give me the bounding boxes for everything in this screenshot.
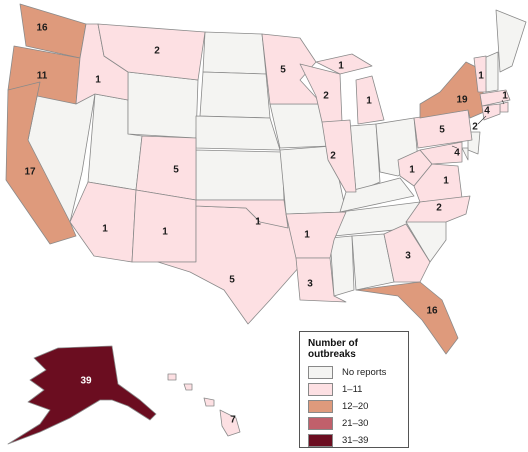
state-hi-maui xyxy=(203,397,215,407)
state-me xyxy=(495,9,527,73)
state-ok xyxy=(195,199,289,229)
leader-ri xyxy=(501,99,505,105)
state-wy xyxy=(127,71,199,139)
state-ct xyxy=(481,103,501,121)
state-ms xyxy=(329,235,355,297)
count-hi: 7 xyxy=(230,415,236,426)
state-nc xyxy=(405,195,471,223)
state-hi-big xyxy=(219,409,241,437)
state-sd xyxy=(199,71,271,119)
count-ma: 4 xyxy=(484,106,490,117)
state-co xyxy=(135,135,197,201)
legend-item: 12–20 xyxy=(308,398,408,415)
count-co: 5 xyxy=(173,165,179,176)
leader-ct xyxy=(477,115,487,125)
count-pa: 5 xyxy=(439,125,445,136)
count-ar: 1 xyxy=(304,230,310,241)
count-tx: 5 xyxy=(229,275,235,286)
legend-swatch xyxy=(308,383,333,396)
state-mi xyxy=(355,75,385,125)
legend-item: 31–39 xyxy=(308,432,408,449)
legend-label: 21–30 xyxy=(342,418,369,429)
outbreak-count-labels: 16 11 17 1 2 5 1 1 5 1 1 3 5 2 1 1 2 1 1… xyxy=(24,23,508,426)
count-mi-up: 1 xyxy=(338,61,344,72)
legend-label: 31–39 xyxy=(342,435,369,446)
legend-swatch xyxy=(308,434,333,447)
count-wa: 16 xyxy=(36,23,48,34)
count-ct: 2 xyxy=(472,122,478,133)
reporting-states xyxy=(5,3,511,445)
legend-label: 12–20 xyxy=(342,401,369,412)
count-ak: 39 xyxy=(80,376,92,387)
legend-item: 21–30 xyxy=(308,415,408,432)
count-ok: 1 xyxy=(255,217,261,228)
state-az xyxy=(69,181,137,263)
count-ri: 1 xyxy=(502,91,508,102)
state-de xyxy=(461,147,469,161)
legend-item: 1–11 xyxy=(308,381,408,398)
count-la: 3 xyxy=(307,279,313,290)
state-ma xyxy=(479,89,511,107)
state-il xyxy=(321,119,357,193)
state-mi-up xyxy=(315,53,373,75)
legend-swatch xyxy=(308,417,333,430)
state-ga xyxy=(383,223,431,283)
count-wv: 1 xyxy=(409,165,415,176)
state-md xyxy=(419,141,463,165)
count-wi: 2 xyxy=(323,91,329,102)
count-mi: 1 xyxy=(366,96,372,107)
state-mn xyxy=(261,33,323,105)
state-ky xyxy=(339,177,415,213)
legend-item: No reports xyxy=(308,364,408,381)
count-va: 1 xyxy=(443,176,449,187)
count-ga: 3 xyxy=(405,251,411,262)
count-mt: 2 xyxy=(154,46,160,57)
count-nm: 1 xyxy=(162,227,168,238)
count-md: 4 xyxy=(454,148,460,159)
count-id: 1 xyxy=(95,75,101,86)
count-nc: 2 xyxy=(436,203,442,214)
state-va xyxy=(413,163,463,203)
count-il: 2 xyxy=(330,151,336,162)
legend-label: No reports xyxy=(342,367,387,378)
state-ar xyxy=(285,211,347,259)
count-mn: 5 xyxy=(280,65,286,76)
legend-title: Number of outbreaks xyxy=(308,338,358,360)
state-la xyxy=(295,257,347,303)
count-or: 11 xyxy=(37,71,48,82)
legend-swatch xyxy=(308,400,333,413)
state-fl xyxy=(355,281,459,355)
state-ne xyxy=(195,115,281,151)
state-ca xyxy=(5,81,77,245)
legend-label: 1–11 xyxy=(342,384,363,395)
state-mt xyxy=(97,23,206,81)
count-fl: 16 xyxy=(426,306,438,317)
state-ks xyxy=(195,149,285,201)
state-ny xyxy=(419,61,485,119)
leader-md xyxy=(451,145,458,149)
count-ny: 19 xyxy=(456,95,468,106)
state-hi-oahu xyxy=(183,383,193,391)
state-ak xyxy=(7,345,157,445)
count-az: 1 xyxy=(102,224,108,235)
leader-lines xyxy=(451,99,505,149)
state-nd xyxy=(202,31,267,75)
count-vt: 1 xyxy=(478,71,484,82)
state-hi-kauai xyxy=(167,373,177,381)
count-ca: 17 xyxy=(24,167,36,178)
state-vt xyxy=(473,55,487,93)
map-legend: Number of outbreaks No reports 1–11 12–2… xyxy=(299,331,409,448)
legend-swatch xyxy=(308,366,333,379)
